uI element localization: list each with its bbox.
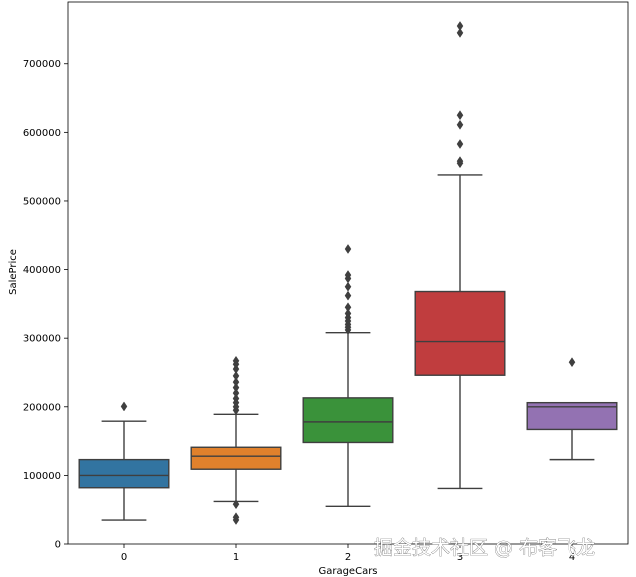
y-tick-label: 400000 <box>23 265 61 276</box>
outlier-point <box>456 27 464 38</box>
y-tick-label: 500000 <box>23 196 61 207</box>
axes-layer: 0 100000 200000 300000 400000 500000 600000 700… <box>23 59 575 563</box>
box-group-3 <box>414 21 506 490</box>
y-axis-title: SalePrice <box>8 249 19 295</box>
outlier-point <box>568 357 576 368</box>
outlier-point <box>456 156 464 167</box>
box-group-2 <box>302 244 394 507</box>
outlier-point <box>344 281 352 292</box>
watermark-text: 掘金技术社区 @ 布客飞龙 <box>374 537 595 559</box>
y-tick-label: 100000 <box>23 471 61 482</box>
outlier-point <box>456 139 464 149</box>
outlier-point <box>344 290 352 301</box>
outlier-point <box>232 388 240 399</box>
outlier-point <box>456 110 464 121</box>
y-tick-label: 700000 <box>23 59 61 70</box>
y-tick-label: 300000 <box>23 334 61 345</box>
outlier-point <box>456 21 464 31</box>
box-iqr <box>414 290 506 376</box>
outlier-point <box>232 377 240 388</box>
outlier-point <box>344 244 352 254</box>
box-iqr <box>78 458 170 489</box>
x-tick-label: 0 <box>121 552 127 563</box>
outlier-point <box>456 119 464 130</box>
box-group-1 <box>190 355 282 525</box>
box-iqr <box>190 446 282 470</box>
x-tick-label: 2 <box>345 552 351 563</box>
outlier-point <box>344 270 352 281</box>
box-group-0 <box>78 401 170 521</box>
outlier-point <box>232 382 240 393</box>
outlier-point <box>232 393 240 404</box>
y-tick-label: 200000 <box>23 402 61 413</box>
x-tick-label: 1 <box>233 552 239 563</box>
outlier-point <box>232 499 240 510</box>
outlier-point <box>344 308 352 319</box>
outlier-point <box>232 370 240 381</box>
outlier-point <box>120 401 128 412</box>
box-group-4 <box>526 357 618 461</box>
x-tick-label: 3 <box>457 552 463 563</box>
box-iqr <box>302 397 394 444</box>
outlier-point <box>232 355 240 366</box>
outlier-point <box>344 302 352 313</box>
y-tick-label: 0 <box>55 540 61 551</box>
x-axis-title: GarageCars <box>318 566 377 577</box>
x-tick-label: 4 <box>569 552 575 563</box>
y-tick-label: 600000 <box>23 128 61 139</box>
boxes-layer <box>78 21 618 525</box>
outlier-point <box>232 512 240 523</box>
